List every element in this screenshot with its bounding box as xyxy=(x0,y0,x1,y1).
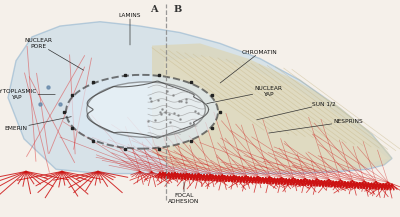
Text: LAMINS: LAMINS xyxy=(119,13,141,45)
Text: A: A xyxy=(150,5,158,14)
Polygon shape xyxy=(164,56,388,169)
Text: CHROMATIN: CHROMATIN xyxy=(220,49,278,83)
Text: SUN 1/2: SUN 1/2 xyxy=(257,102,336,120)
Text: EMERIN: EMERIN xyxy=(4,117,71,131)
Text: CYTOPLASMIC
YAP: CYTOPLASMIC YAP xyxy=(0,89,55,100)
Text: FOCAL
ADHESION: FOCAL ADHESION xyxy=(168,182,200,204)
Text: NUCLEAR
PORE: NUCLEAR PORE xyxy=(24,38,84,70)
Polygon shape xyxy=(152,43,392,171)
Ellipse shape xyxy=(87,82,205,137)
Polygon shape xyxy=(8,22,392,174)
Ellipse shape xyxy=(66,75,218,149)
Text: NUCLEAR
YAP: NUCLEAR YAP xyxy=(207,86,282,104)
Text: B: B xyxy=(174,5,182,14)
Text: NESPRINS: NESPRINS xyxy=(269,119,363,133)
